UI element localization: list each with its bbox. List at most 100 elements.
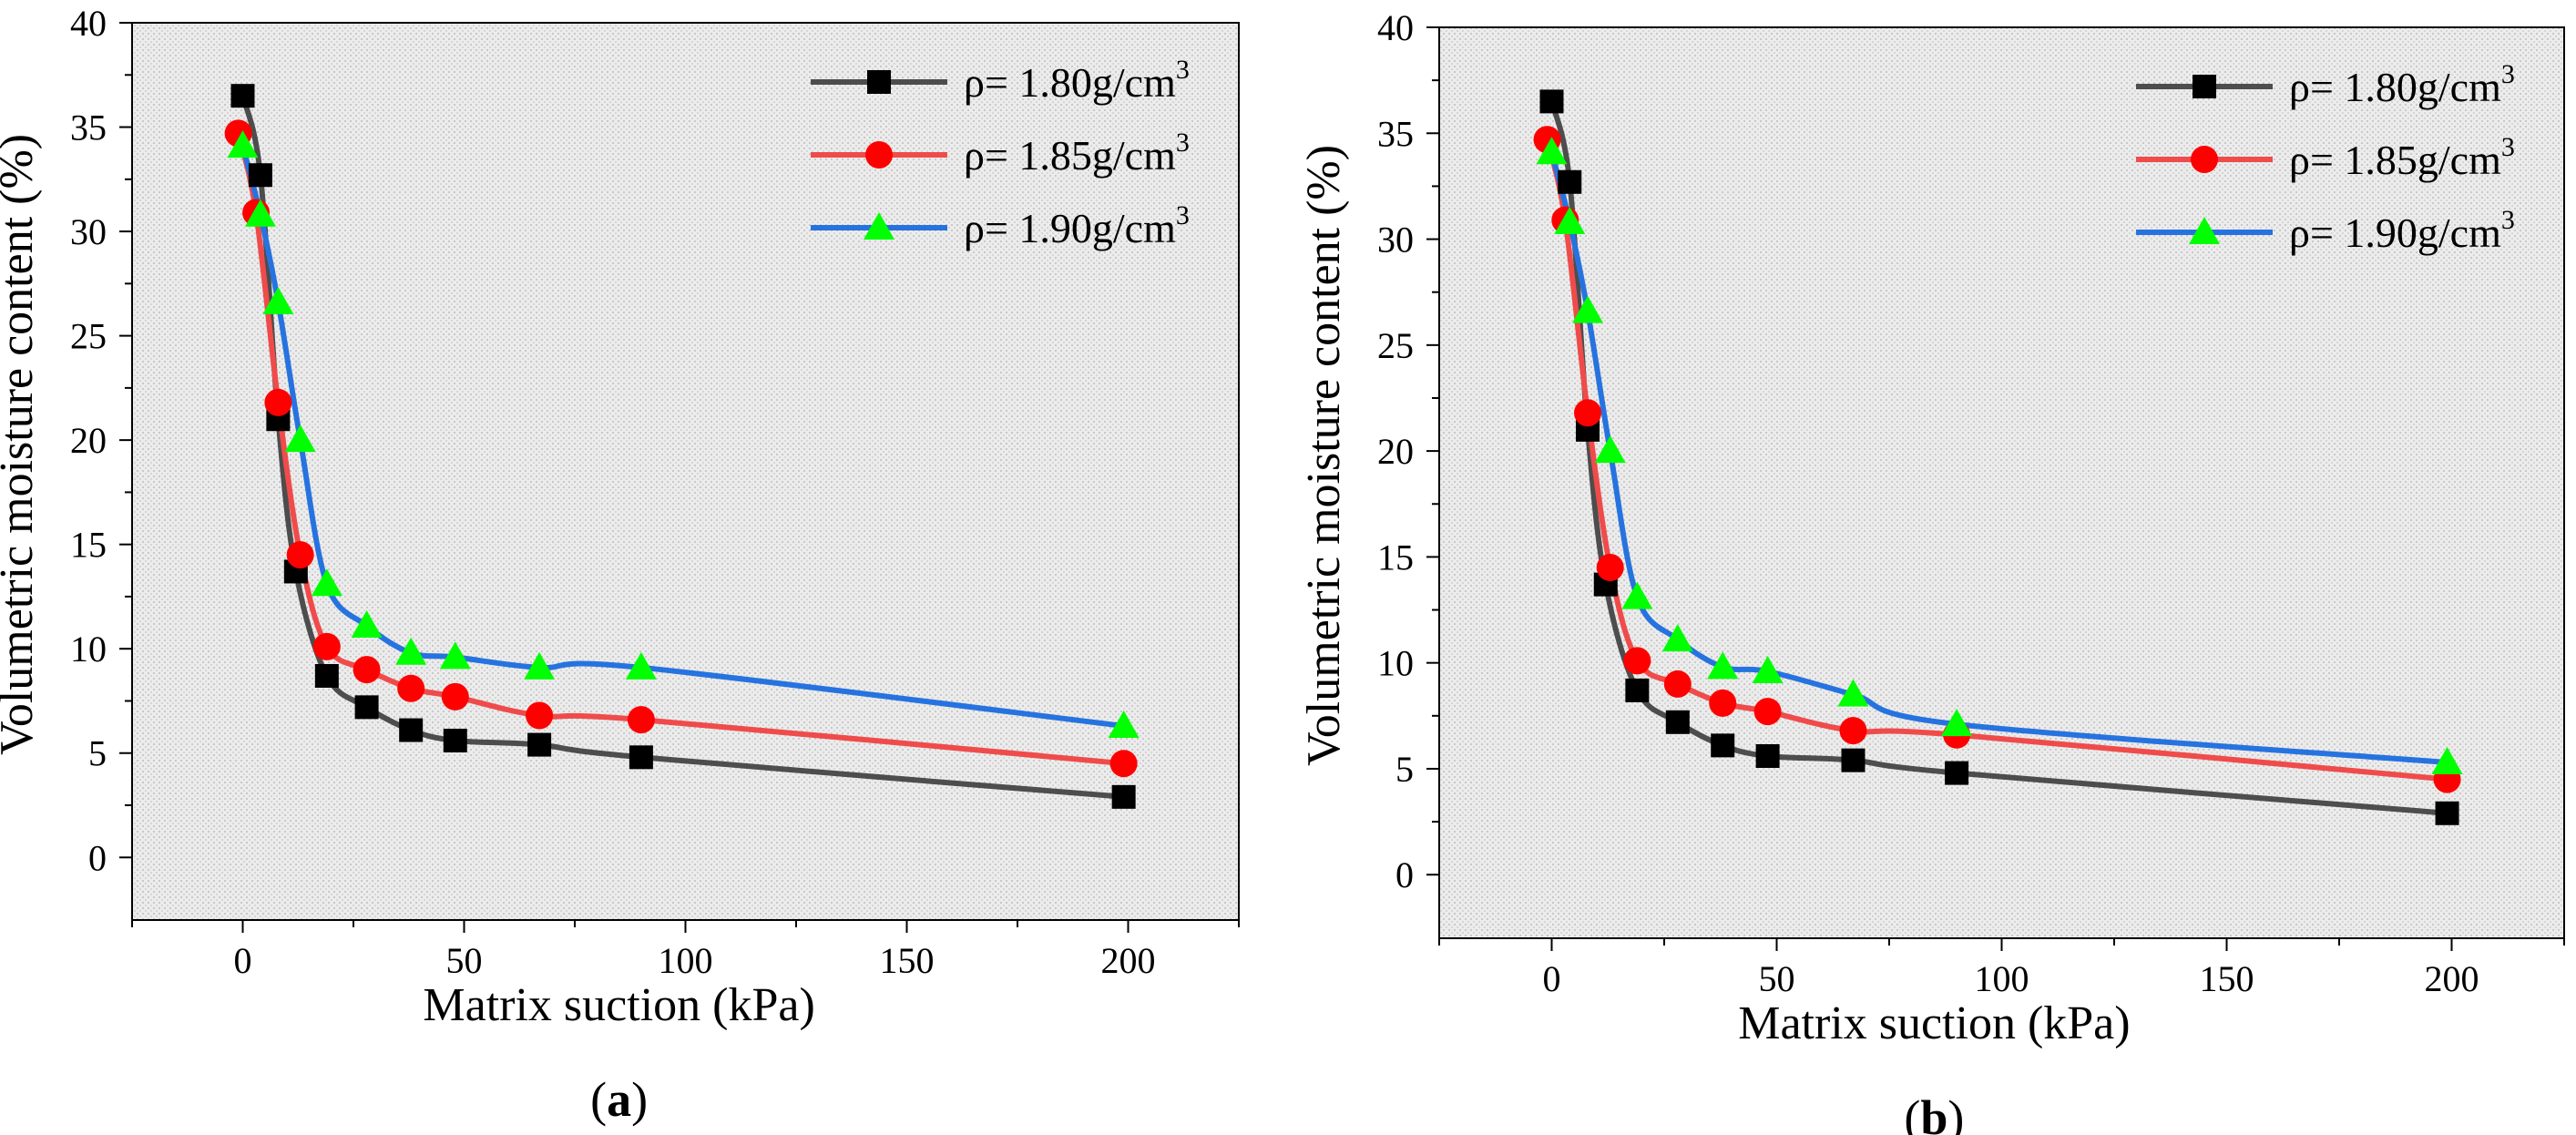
data-point-s1-7 (399, 718, 424, 742)
y-tick-label: 35 (1377, 113, 1414, 154)
data-point-s3-10 (1941, 709, 1973, 737)
y-tick-label: 25 (1377, 325, 1414, 366)
panel-label-open: ( (1904, 1090, 1920, 1135)
legend-label-text: ρ= 1.90g/cm (964, 205, 1176, 251)
y-tick-label: 40 (1377, 7, 1414, 48)
data-point-s2-8 (441, 682, 469, 711)
data-point-s2-9 (1839, 717, 1867, 745)
data-point-s1-5 (314, 663, 339, 688)
data-point-s1-10 (1945, 761, 1969, 785)
legend-label-sup: 3 (2501, 132, 2515, 162)
data-point-s1-11 (1111, 784, 1136, 809)
legend-marker-3 (864, 212, 894, 240)
y-tick-label: 20 (70, 420, 107, 461)
data-point-s3-5 (311, 568, 342, 597)
x-tick-label: 100 (1975, 958, 2029, 999)
legend-label-text: ρ= 1.85g/cm (964, 132, 1176, 179)
data-point-s2-7 (397, 674, 425, 702)
data-point-s3-4 (284, 424, 316, 453)
legend-label-sup: 3 (1176, 55, 1190, 85)
data-point-s3-9 (524, 651, 556, 680)
legend-marker-3 (2189, 217, 2220, 244)
legend-marker-1 (2193, 75, 2216, 98)
y-tick-label: 30 (70, 211, 107, 252)
data-point-s1-2 (1558, 169, 1582, 194)
data-point-s3-6 (1661, 624, 1693, 652)
data-point-s1-7 (1711, 733, 1735, 758)
plot-area (132, 23, 1239, 920)
x-tick-label: 150 (880, 940, 935, 981)
data-point-s1-8 (1755, 744, 1780, 768)
y-tick-label: 10 (70, 629, 107, 670)
y-tick-label: 0 (88, 837, 107, 878)
data-point-s3-4 (1594, 435, 1626, 464)
panel-label: (a) (590, 1072, 648, 1127)
data-point-s1-8 (443, 729, 467, 752)
data-point-s3-11 (1108, 710, 1140, 738)
legend-label-text: ρ= 1.85g/cm (2289, 137, 2501, 183)
x-tick-label: 50 (1759, 958, 1795, 999)
y-tick-label: 40 (70, 3, 107, 44)
y-tick-label: 0 (1395, 854, 1414, 895)
y-tick-label: 20 (1377, 431, 1414, 472)
legend-label-sup: 3 (1176, 200, 1190, 230)
legend-label-1: ρ= 1.80g/cm3 (2289, 59, 2515, 110)
y-tick-label: 15 (1377, 537, 1414, 578)
data-point-s1-2 (248, 163, 272, 188)
y-tick-label: 30 (1377, 220, 1414, 261)
data-point-s1-10 (629, 745, 653, 770)
legend-label-sup: 3 (1176, 128, 1190, 158)
data-point-s3-3 (262, 286, 294, 314)
legend-marker-1 (867, 70, 891, 94)
data-point-s3-9 (1837, 679, 1869, 707)
data-point-s3-11 (2431, 746, 2463, 774)
data-point-s1-9 (1841, 748, 1866, 772)
data-point-s2-7 (1709, 689, 1737, 717)
y-axis-title: Volumetric moisture content (%) (1298, 145, 1350, 766)
data-point-s3-8 (1752, 655, 1784, 683)
data-point-s3-1 (227, 130, 259, 158)
data-point-s2-10 (627, 706, 655, 734)
legend-label-sup: 3 (2501, 205, 2515, 235)
data-point-s2-4 (1596, 554, 1624, 582)
legend-label-sup: 3 (2501, 59, 2515, 89)
y-tick-label: 15 (70, 525, 107, 566)
x-tick-label: 50 (446, 940, 483, 981)
data-point-s3-1 (1536, 137, 1568, 165)
x-tick-label: 200 (1101, 940, 1156, 981)
data-point-s3-6 (351, 610, 383, 639)
legend-label-text: ρ= 1.80g/cm (2289, 64, 2501, 110)
data-point-s1-11 (2435, 801, 2459, 825)
panel-label-letter: b (1920, 1090, 1947, 1135)
data-point-s3-8 (439, 641, 471, 670)
data-point-s2-3 (264, 388, 292, 416)
legend-label-2: ρ= 1.85g/cm3 (964, 128, 1190, 179)
data-point-s2-3 (1574, 399, 1602, 427)
x-axis-title: Matrix suction (kPa) (423, 979, 814, 1031)
data-point-s1-1 (230, 84, 255, 108)
x-axis-title: Matrix suction (kPa) (1738, 997, 2130, 1049)
y-axis-title: Volumetric moisture content (%) (0, 134, 43, 755)
panel-label-open: ( (590, 1072, 607, 1127)
data-point-s2-8 (1753, 698, 1782, 726)
data-point-s3-3 (1572, 295, 1604, 323)
data-point-s2-9 (526, 701, 554, 730)
data-point-s3-7 (395, 637, 427, 665)
panel-label: (b) (1904, 1090, 1964, 1135)
legend-marker-2 (865, 141, 893, 169)
data-point-s2-6 (1663, 670, 1692, 698)
data-point-s1-1 (1539, 89, 1564, 114)
data-point-s1-6 (354, 695, 379, 720)
x-tick-label: 200 (2425, 958, 2479, 999)
data-point-s3-2 (244, 199, 276, 227)
legend-label-2: ρ= 1.85g/cm3 (2289, 132, 2515, 183)
data-point-s3-2 (1554, 206, 1586, 234)
data-point-s1-5 (1625, 678, 1650, 702)
legend-label-3: ρ= 1.90g/cm3 (2289, 205, 2515, 256)
x-tick-label: 0 (1543, 958, 1561, 999)
data-point-s2-5 (1623, 647, 1651, 675)
legend-label-text: ρ= 1.90g/cm (2289, 210, 2501, 256)
plot-area (1439, 27, 2564, 938)
data-point-s3-10 (625, 651, 657, 680)
y-tick-label: 5 (88, 733, 107, 774)
